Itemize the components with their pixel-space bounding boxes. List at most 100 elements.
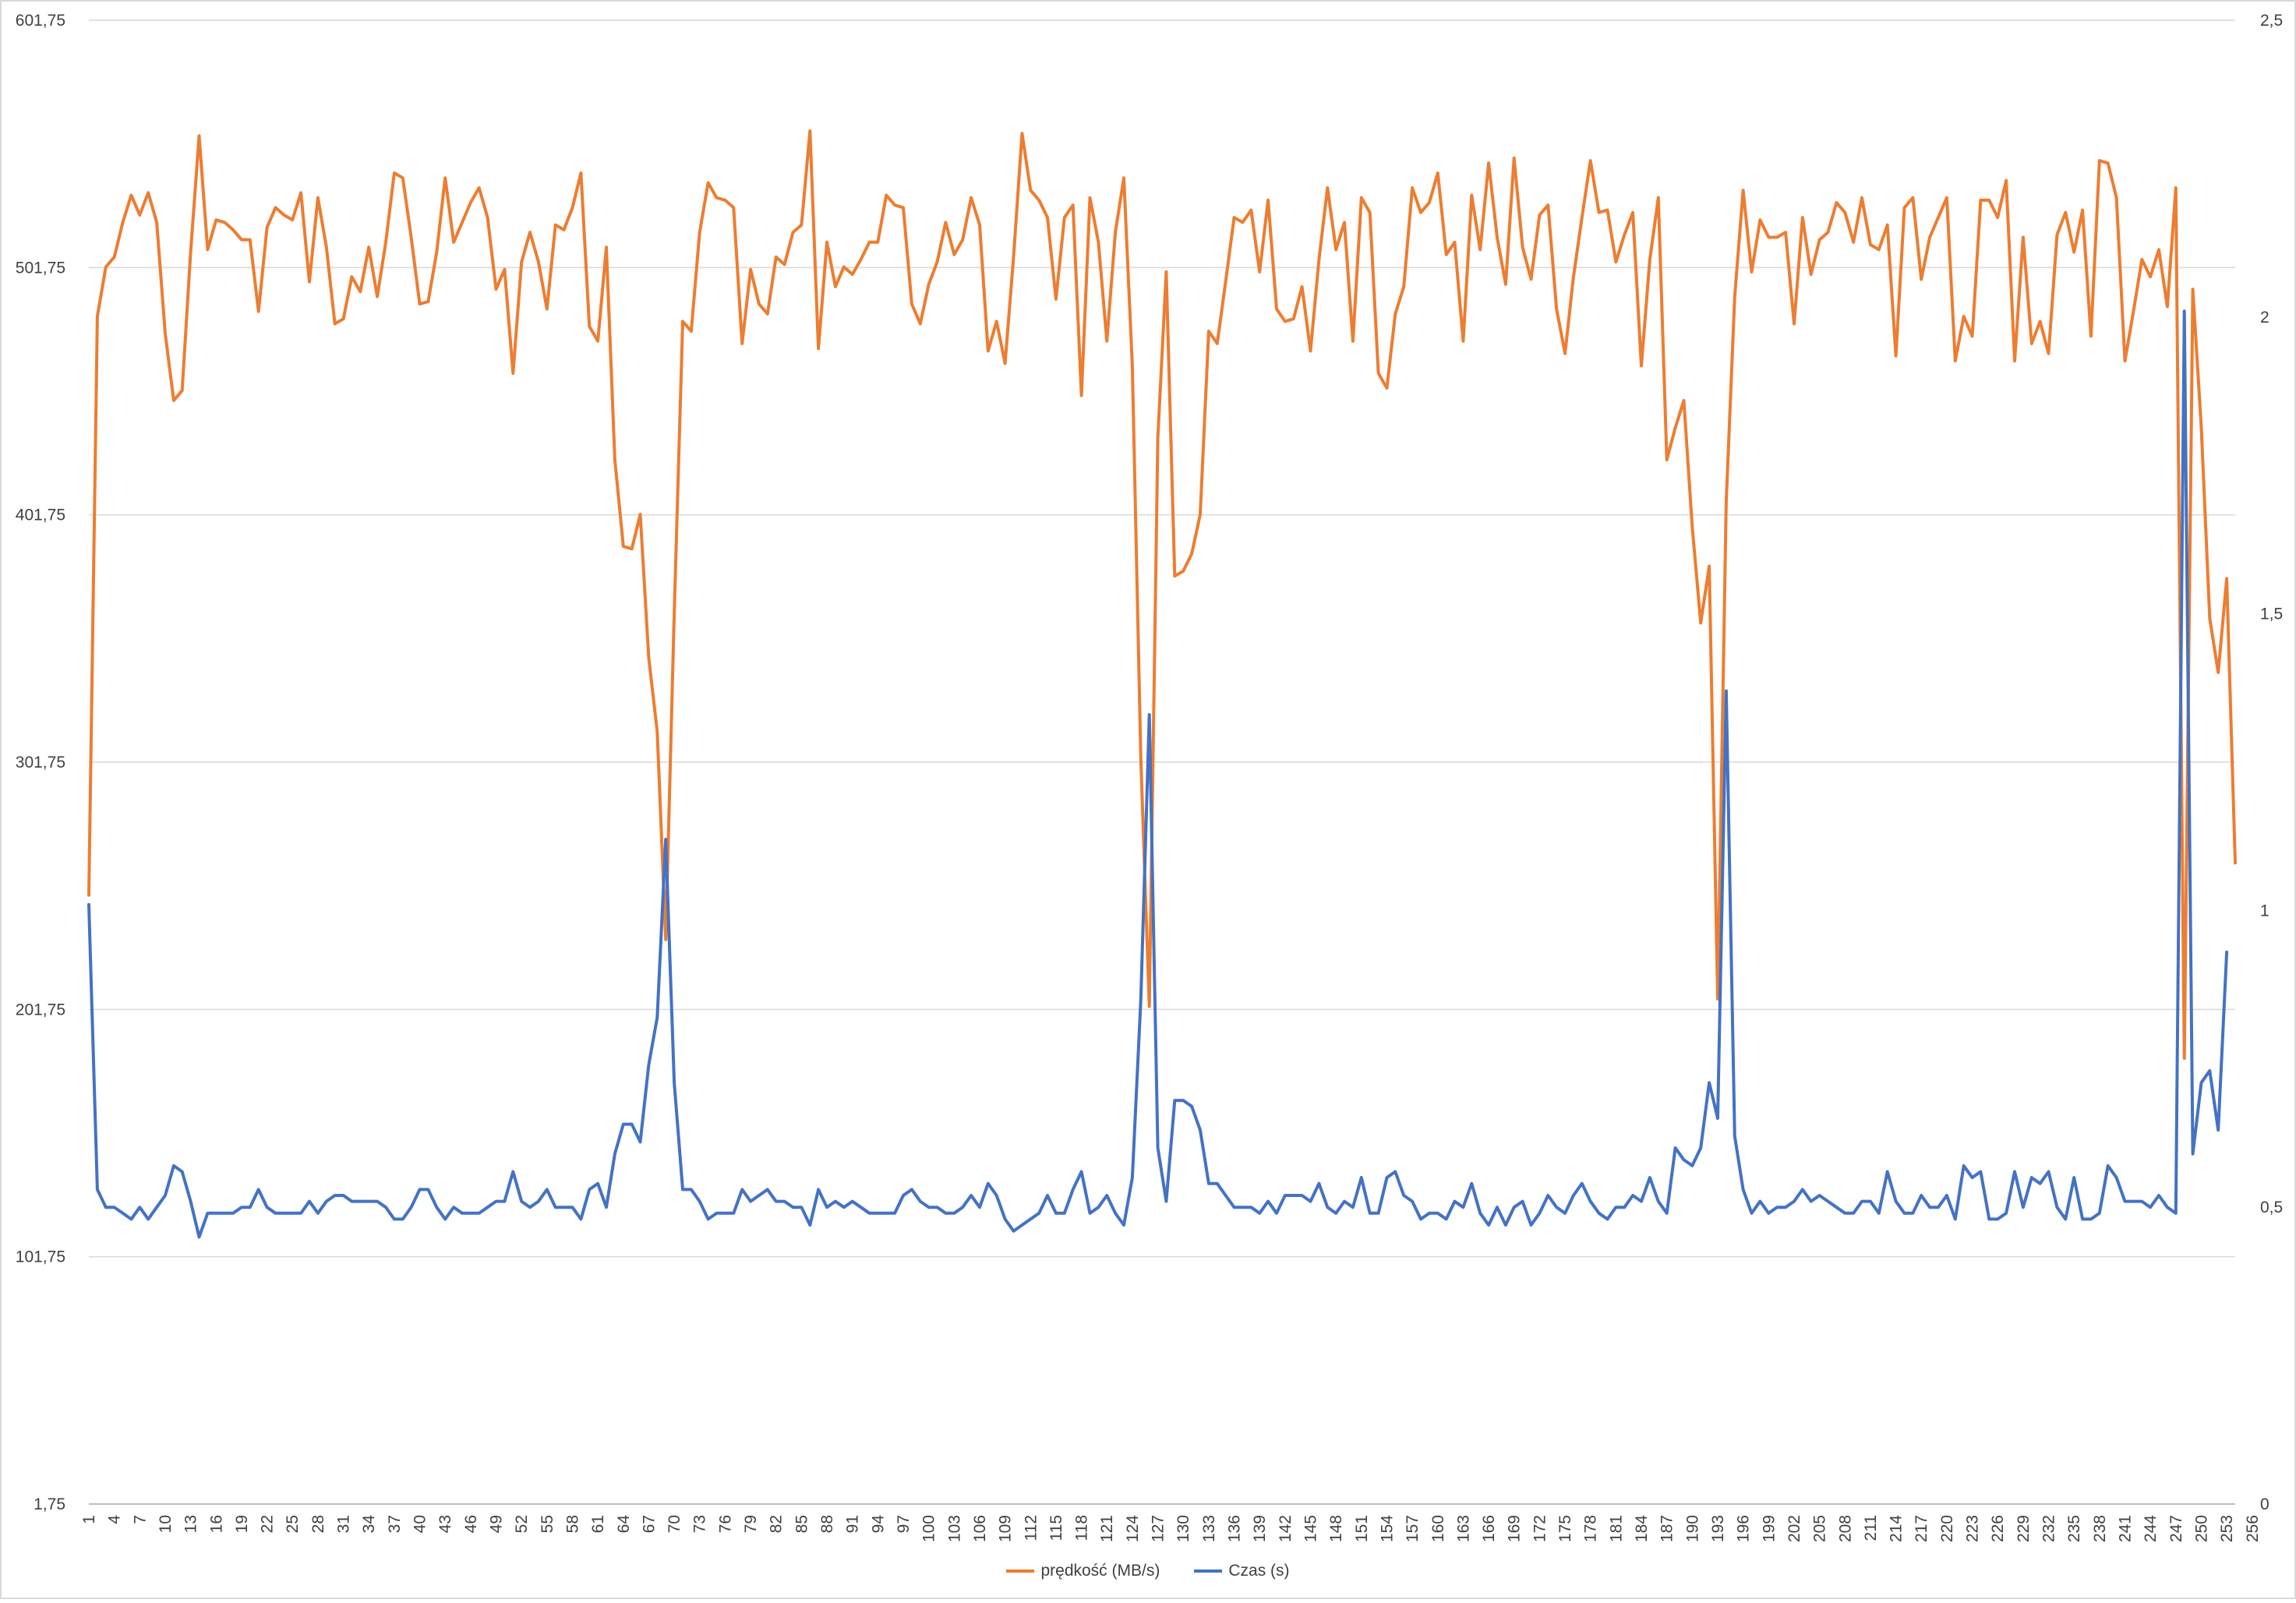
x-tick-label: 13 — [182, 1515, 200, 1533]
x-tick-label: 148 — [1327, 1515, 1345, 1542]
x-tick-label: 112 — [1022, 1515, 1040, 1541]
x-tick-label: 25 — [284, 1515, 302, 1533]
x-tick-label: 64 — [615, 1515, 633, 1534]
x-tick-label: 157 — [1404, 1515, 1422, 1542]
x-tick-label: 238 — [2091, 1515, 2109, 1542]
x-tick-label: 211 — [1862, 1515, 1880, 1541]
x-tick-label: 196 — [1735, 1515, 1753, 1542]
x-tick-label: 136 — [1226, 1515, 1244, 1542]
x-tick-label: 22 — [259, 1515, 277, 1533]
x-tick-label: 7 — [131, 1515, 149, 1524]
x-tick-label: 160 — [1429, 1515, 1447, 1542]
x-tick-label: 28 — [309, 1515, 327, 1533]
x-tick-label: 235 — [2065, 1515, 2083, 1542]
x-tick-label: 76 — [716, 1515, 734, 1533]
right-y-tick-label: 2 — [2260, 309, 2270, 327]
x-tick-label: 181 — [1607, 1515, 1625, 1542]
left-y-tick-label: 401,75 — [16, 507, 65, 524]
right-y-axis: 2,5 2 1,5 1 0,5 0 — [2260, 12, 2283, 1513]
x-tick-label: 73 — [691, 1515, 709, 1533]
x-tick-label: 127 — [1150, 1515, 1167, 1542]
x-tick-label: 4 — [106, 1515, 124, 1524]
x-tick-label: 40 — [412, 1515, 429, 1533]
x-tick-label: 55 — [539, 1515, 556, 1533]
right-y-tick-label: 0 — [2260, 1495, 2270, 1513]
x-tick-label: 46 — [462, 1515, 480, 1533]
x-tick-label: 91 — [844, 1515, 862, 1533]
x-tick-label: 256 — [2244, 1515, 2262, 1542]
x-tick-label: 178 — [1582, 1515, 1600, 1542]
legend-label-speed: prędkość (MB/s) — [1040, 1562, 1160, 1580]
x-tick-label: 121 — [1098, 1515, 1116, 1542]
x-tick-label: 172 — [1531, 1515, 1549, 1542]
x-tick-label: 208 — [1836, 1515, 1854, 1542]
x-tick-label: 184 — [1633, 1515, 1651, 1542]
x-tick-label: 169 — [1506, 1515, 1524, 1542]
x-tick-label: 247 — [2167, 1515, 2185, 1542]
x-tick-label: 61 — [589, 1515, 607, 1533]
x-tick-label: 175 — [1556, 1515, 1574, 1542]
left-y-tick-label: 201,75 — [16, 1001, 65, 1019]
x-tick-label: 166 — [1480, 1515, 1498, 1542]
legend: prędkość (MB/s) Czas (s) — [0, 1555, 2296, 1587]
x-tick-label: 133 — [1200, 1515, 1218, 1542]
right-y-tick-label: 1 — [2260, 902, 2270, 920]
x-tick-label: 34 — [360, 1515, 378, 1534]
left-y-tick-label: 601,75 — [16, 12, 65, 30]
x-tick-label: 103 — [945, 1515, 963, 1542]
x-tick-label: 223 — [1964, 1515, 1982, 1542]
x-tick-label: 145 — [1302, 1515, 1319, 1542]
legend-item-speed: prędkość (MB/s) — [1006, 1562, 1160, 1580]
speed-series-line — [87, 129, 2237, 1060]
left-y-tick-label: 1,75 — [34, 1495, 65, 1513]
x-tick-label: 229 — [2015, 1515, 2033, 1542]
x-tick-label: 37 — [386, 1515, 404, 1533]
right-y-tick-label: 1,5 — [2260, 606, 2283, 623]
series-lines — [87, 129, 2237, 1239]
legend-item-time: Czas (s) — [1194, 1562, 1290, 1580]
x-tick-label: 31 — [335, 1515, 353, 1533]
legend-label-time: Czas (s) — [1228, 1562, 1290, 1580]
x-tick-label: 82 — [768, 1515, 786, 1533]
x-tick-label: 130 — [1174, 1515, 1192, 1542]
x-tick-label: 109 — [997, 1515, 1015, 1542]
x-tick-label: 58 — [563, 1515, 581, 1533]
x-tick-label: 202 — [1786, 1515, 1803, 1542]
left-y-tick-label: 501,75 — [16, 259, 65, 277]
legend-swatch-time — [1194, 1569, 1223, 1573]
x-tick-label: 16 — [207, 1515, 225, 1533]
x-tick-label: 139 — [1251, 1515, 1269, 1542]
time-series-line — [87, 309, 2229, 1239]
x-tick-label: 97 — [895, 1515, 913, 1533]
legend-swatch-speed — [1006, 1569, 1035, 1573]
x-tick-label: 52 — [513, 1515, 531, 1533]
x-tick-label: 10 — [157, 1515, 175, 1533]
x-tick-label: 94 — [869, 1515, 887, 1534]
x-tick-label: 88 — [818, 1515, 836, 1533]
x-tick-label: 19 — [233, 1515, 251, 1533]
x-tick-label: 193 — [1709, 1515, 1727, 1542]
x-tick-label: 151 — [1353, 1515, 1371, 1542]
x-tick-label: 115 — [1047, 1515, 1065, 1541]
x-tick-label: 226 — [1989, 1515, 2007, 1542]
x-tick-label: 241 — [2116, 1515, 2134, 1542]
x-tick-label: 163 — [1454, 1515, 1472, 1542]
x-tick-label: 1 — [80, 1515, 98, 1524]
x-tick-label: 49 — [487, 1515, 505, 1533]
right-y-tick-label: 2,5 — [2260, 12, 2283, 30]
x-tick-label: 205 — [1811, 1515, 1829, 1542]
x-tick-label: 220 — [1938, 1515, 1956, 1542]
x-tick-label: 118 — [1073, 1515, 1091, 1541]
x-tick-label: 142 — [1277, 1515, 1295, 1542]
x-tick-label: 43 — [436, 1515, 454, 1533]
gridlines — [89, 19, 2235, 1258]
x-tick-label: 79 — [742, 1515, 760, 1533]
x-tick-label: 244 — [2142, 1515, 2160, 1542]
x-tick-label: 199 — [1760, 1515, 1778, 1542]
x-tick-label: 217 — [1913, 1515, 1930, 1542]
x-tick-label: 70 — [666, 1515, 684, 1533]
x-tick-label: 250 — [2192, 1515, 2210, 1542]
x-tick-label: 85 — [793, 1515, 811, 1533]
